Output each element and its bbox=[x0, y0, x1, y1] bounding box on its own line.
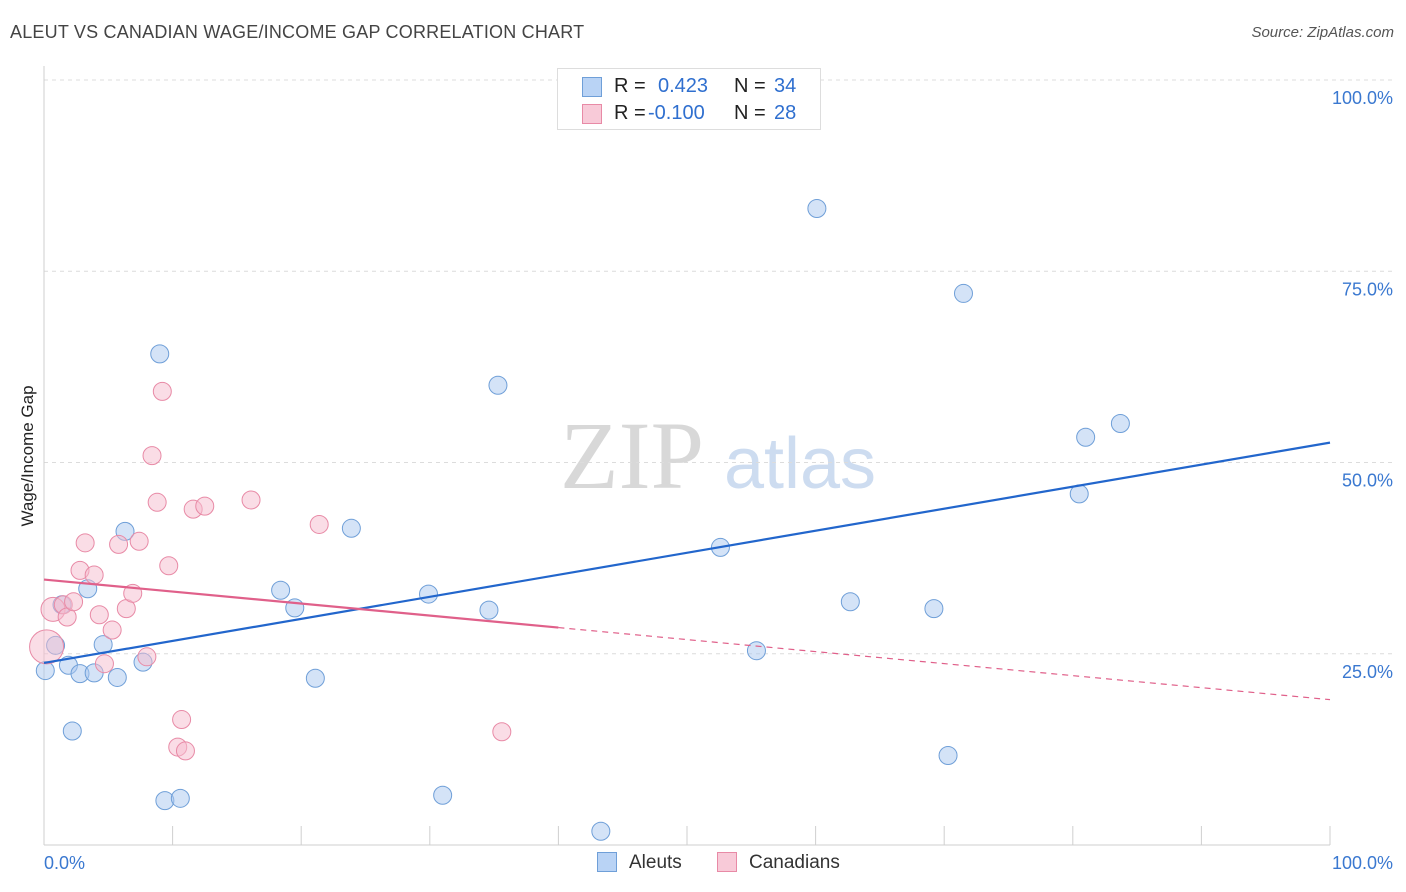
x-tick-labels: 0.0% 100.0% bbox=[44, 853, 1393, 873]
x-tick-label: 100.0% bbox=[1332, 853, 1393, 873]
aleut-point bbox=[953, 283, 973, 303]
trend-lines bbox=[43, 441, 1331, 701]
canadians-swatch bbox=[582, 104, 602, 124]
aleut-point bbox=[591, 821, 611, 841]
canadian-point bbox=[84, 565, 104, 585]
canadians-trend-line-extension bbox=[558, 626, 1331, 701]
aleuts-legend-label: Aleuts bbox=[629, 852, 682, 873]
aleut-point bbox=[1076, 427, 1096, 447]
canadian-point bbox=[309, 514, 329, 534]
canadians-legend-swatch bbox=[717, 852, 737, 872]
r-label: R = bbox=[614, 102, 646, 124]
aleut-point bbox=[305, 668, 325, 688]
y-tick-label: 50.0% bbox=[1342, 471, 1393, 491]
aleut-point bbox=[488, 375, 508, 395]
n-value: 34 bbox=[774, 75, 797, 97]
canadian-point bbox=[64, 592, 84, 612]
n-label: N = bbox=[734, 102, 766, 124]
canadians-points bbox=[29, 381, 512, 761]
aleut-point bbox=[150, 344, 170, 364]
r-label: R = bbox=[614, 75, 646, 97]
aleut-point bbox=[271, 580, 291, 600]
canadian-point bbox=[172, 710, 192, 730]
aleut-point bbox=[1110, 413, 1130, 433]
aleuts-legend-swatch bbox=[597, 852, 617, 872]
aleut-point bbox=[107, 667, 127, 687]
canadian-point bbox=[75, 533, 95, 553]
aleut-point bbox=[924, 599, 944, 619]
r-value: -0.100 bbox=[648, 102, 705, 124]
aleuts-points bbox=[35, 199, 1130, 841]
watermark-zip: ZIP bbox=[560, 402, 704, 509]
canadian-point bbox=[152, 381, 172, 401]
watermark-atlas: atlas bbox=[724, 424, 876, 504]
aleut-point bbox=[840, 592, 860, 612]
aleut-point bbox=[62, 721, 82, 741]
canadians-legend-label: Canadians bbox=[749, 852, 840, 873]
canadian-point bbox=[94, 654, 114, 674]
aleut-point bbox=[419, 584, 439, 604]
aleut-point bbox=[938, 745, 958, 765]
canadian-point bbox=[109, 534, 129, 554]
chart-title: ALEUT VS CANADIAN WAGE/INCOME GAP CORREL… bbox=[10, 22, 585, 42]
canadian-point bbox=[147, 492, 167, 512]
canadian-point bbox=[137, 647, 157, 667]
aleut-point bbox=[433, 785, 453, 805]
n-value: 28 bbox=[774, 102, 797, 124]
gridlines bbox=[44, 79, 1392, 655]
canadian-point bbox=[241, 490, 261, 510]
source-label: Source: ZipAtlas.com bbox=[1251, 24, 1394, 41]
r-value: 0.423 bbox=[658, 75, 709, 97]
correlation-legend: R = 0.423 N = 34 R = -0.100 N = 28 bbox=[557, 68, 821, 130]
aleut-point bbox=[479, 600, 499, 620]
canadian-point bbox=[195, 496, 215, 516]
n-label: N = bbox=[734, 75, 766, 97]
aleut-point bbox=[341, 518, 361, 538]
y-tick-labels: 25.0% 50.0% 75.0% 100.0% bbox=[1332, 88, 1393, 682]
canadian-point bbox=[142, 446, 162, 466]
canadian-point bbox=[159, 556, 179, 576]
x-tick-label: 0.0% bbox=[44, 853, 85, 873]
aleut-point bbox=[746, 641, 766, 661]
aleut-point bbox=[807, 199, 827, 219]
canadian-point bbox=[29, 629, 65, 665]
y-tick-label: 25.0% bbox=[1342, 662, 1393, 682]
canadian-point bbox=[175, 741, 195, 761]
y-tick-label: 100.0% bbox=[1332, 88, 1393, 108]
aleut-point bbox=[170, 788, 190, 808]
y-tick-label: 75.0% bbox=[1342, 279, 1393, 299]
canadian-point bbox=[492, 722, 512, 742]
aleuts-trend-line bbox=[43, 441, 1331, 665]
canadian-point bbox=[129, 531, 149, 551]
canadian-point bbox=[102, 620, 122, 640]
y-axis-label: Wage/Income Gap bbox=[18, 385, 37, 527]
aleuts-swatch bbox=[582, 77, 602, 97]
x-ticks bbox=[172, 826, 1331, 845]
watermark: ZIP atlas bbox=[560, 402, 876, 509]
canadian-point bbox=[89, 605, 109, 625]
canadians-trend-line bbox=[43, 578, 559, 629]
